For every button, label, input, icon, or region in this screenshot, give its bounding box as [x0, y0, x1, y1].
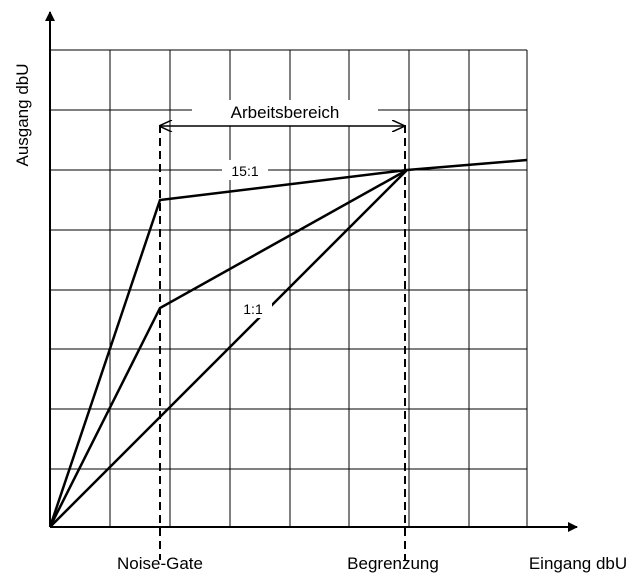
curve-1-1: [49, 169, 408, 528]
range-label: Arbeitsbereich: [231, 103, 340, 122]
marker-label: Noise-Gate: [117, 554, 203, 573]
label-bg: [192, 100, 378, 122]
curve-label: 15:1: [231, 163, 258, 179]
curve-label: 1:1: [243, 301, 263, 317]
curve-15-1: [48, 158, 528, 528]
label-bg: [222, 160, 268, 180]
marker-label: Begrenzung: [347, 554, 439, 573]
label-bg: [236, 298, 272, 318]
curve-mid: [48, 168, 408, 528]
x-axis-label: Eingang dbU: [529, 554, 627, 573]
y-axis-label: Ausgang dbU: [13, 63, 32, 166]
